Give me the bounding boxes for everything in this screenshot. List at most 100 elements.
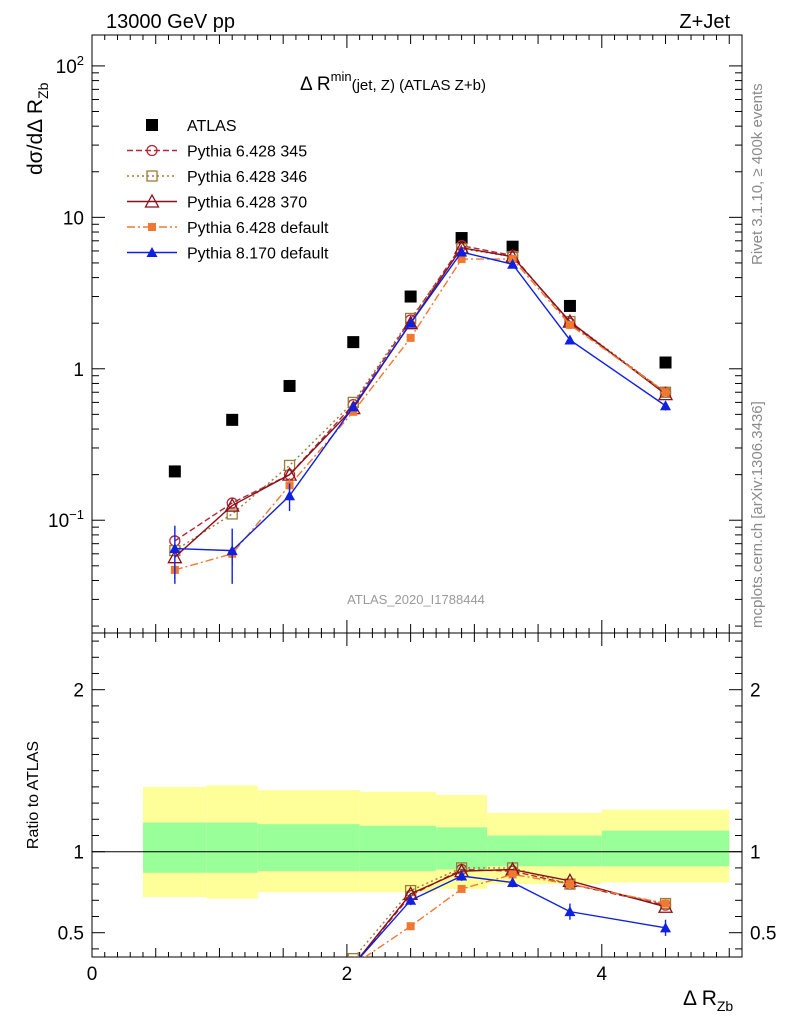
ratio-data-point	[171, 961, 179, 969]
ratio-band-green	[206, 822, 258, 873]
data-point	[403, 315, 419, 330]
data-point	[660, 400, 672, 411]
y-tick-label-base: 10	[56, 57, 77, 78]
ratio-data-point	[507, 876, 519, 887]
data-point	[347, 401, 359, 412]
y-tick-label: 10−1	[48, 507, 84, 532]
ratio-data-point	[660, 922, 672, 933]
ratio-band-green	[487, 835, 539, 867]
ratio-data-point	[285, 960, 295, 970]
y-tick-label-exp: −1	[69, 507, 84, 522]
ratio-data-point	[456, 870, 468, 881]
data-point	[226, 545, 238, 556]
data-point	[406, 333, 415, 342]
main-ylabel: dσ/dΔ RZb	[24, 82, 51, 175]
ratio-xlabel-sub: Zb	[717, 998, 734, 1014]
data-point	[456, 246, 468, 257]
data-point	[226, 508, 238, 520]
ratio-plot: 0 2 4 0.5 0.5 1 1 2 2	[58, 632, 776, 985]
ratio-xlabel: Δ RZb	[683, 987, 733, 1014]
data-point	[283, 459, 296, 472]
series-line	[174, 246, 666, 558]
ratio-data-point	[508, 870, 517, 879]
x-tick-label: 4	[597, 964, 608, 985]
legend-label: Pythia 8.170 default	[187, 246, 329, 263]
ratio-data-point	[457, 884, 466, 893]
y-tick-label-right: 0.5	[750, 924, 776, 945]
data-point	[347, 336, 360, 349]
side-label-rivet: Rivet 3.1.10, ≥ 400k events	[749, 83, 766, 265]
y-tick-label: 0.5	[58, 924, 84, 945]
x-tick-label: 2	[342, 964, 353, 985]
series-line	[174, 248, 666, 552]
ratio-data-point	[661, 899, 670, 908]
legend-marker	[148, 223, 156, 231]
ratio-ylabel: Ratio to ATLAS	[25, 741, 42, 849]
main-ylabel-text: dσ/dΔ R	[24, 99, 47, 175]
ratio-data-point	[170, 960, 180, 970]
y-tick-label-base: 10	[48, 511, 69, 532]
legend-label: ATLAS	[187, 118, 237, 135]
legend-marker	[144, 193, 160, 208]
header-left: 13000 GeV pp	[106, 11, 235, 33]
y-tick-label: 10	[63, 208, 84, 229]
legend-marker	[146, 119, 158, 131]
ratio-xlabel-text: Δ R	[683, 987, 717, 1010]
data-point	[661, 388, 670, 397]
ratio-data-point	[170, 960, 180, 970]
data-point	[284, 490, 296, 501]
legend-marker	[146, 144, 158, 157]
ratio-data-point	[168, 959, 181, 971]
ratio-band-green	[538, 835, 602, 867]
ratio-data-point	[405, 894, 417, 905]
ratio-frame	[91, 632, 743, 958]
ratio-data-point	[285, 960, 295, 970]
ratio-data-point	[406, 922, 415, 931]
legend-marker	[146, 247, 158, 257]
ratio-data-point	[347, 952, 359, 957]
y-tick-label-right: 2	[750, 681, 761, 702]
legend-label: Pythia 6.428 default	[187, 220, 329, 237]
ratio-data-point	[227, 960, 238, 970]
data-point	[563, 299, 576, 312]
data-point	[506, 240, 519, 253]
ratio-data-point	[228, 961, 236, 969]
ratio-band-green	[359, 825, 437, 872]
legend-label: Pythia 6.428 346	[187, 169, 307, 186]
ratio-data-point	[565, 880, 574, 889]
data-point	[349, 407, 358, 416]
data-point	[224, 497, 240, 512]
data-point	[169, 543, 181, 554]
y-tick-label-exp: 2	[77, 53, 84, 68]
ratio-data-point	[226, 959, 239, 971]
data-point	[226, 413, 239, 426]
watermark: ATLAS_2020_I1788444	[347, 592, 485, 607]
legend-marker	[146, 170, 158, 182]
ratio-data-point	[227, 960, 237, 970]
data-point	[507, 258, 519, 269]
data-point	[659, 356, 672, 369]
main-title-tail: (jet, Z) (ATLAS Z+b)	[352, 77, 486, 94]
series-line	[174, 251, 666, 552]
y-tick-label: 1	[73, 360, 84, 381]
y-tick-label-right: 1	[750, 843, 761, 864]
ratio-series-line	[359, 868, 666, 957]
ratio-data-point	[283, 959, 296, 971]
data-point	[405, 317, 417, 328]
y-tick-label: 2	[73, 681, 84, 702]
ratio-data-point	[227, 960, 237, 970]
main-title-main: Δ R	[300, 74, 331, 95]
legend-label: Pythia 6.428 345	[187, 144, 307, 161]
x-tick-label: 0	[87, 964, 98, 985]
ratio-data-point	[169, 960, 180, 970]
ratio-data-point	[286, 961, 294, 969]
legend: ATLAS Pythia 6.428 345 Pythia 6.428 346 Pyt…	[127, 118, 329, 263]
main-title-sup: min	[331, 69, 352, 84]
data-point	[565, 320, 574, 329]
ratio-data-point	[284, 960, 295, 970]
ratio-data-point	[659, 897, 672, 910]
ratio-band-green	[142, 822, 207, 873]
data-point	[168, 465, 181, 478]
ratio-band-green	[257, 824, 360, 872]
